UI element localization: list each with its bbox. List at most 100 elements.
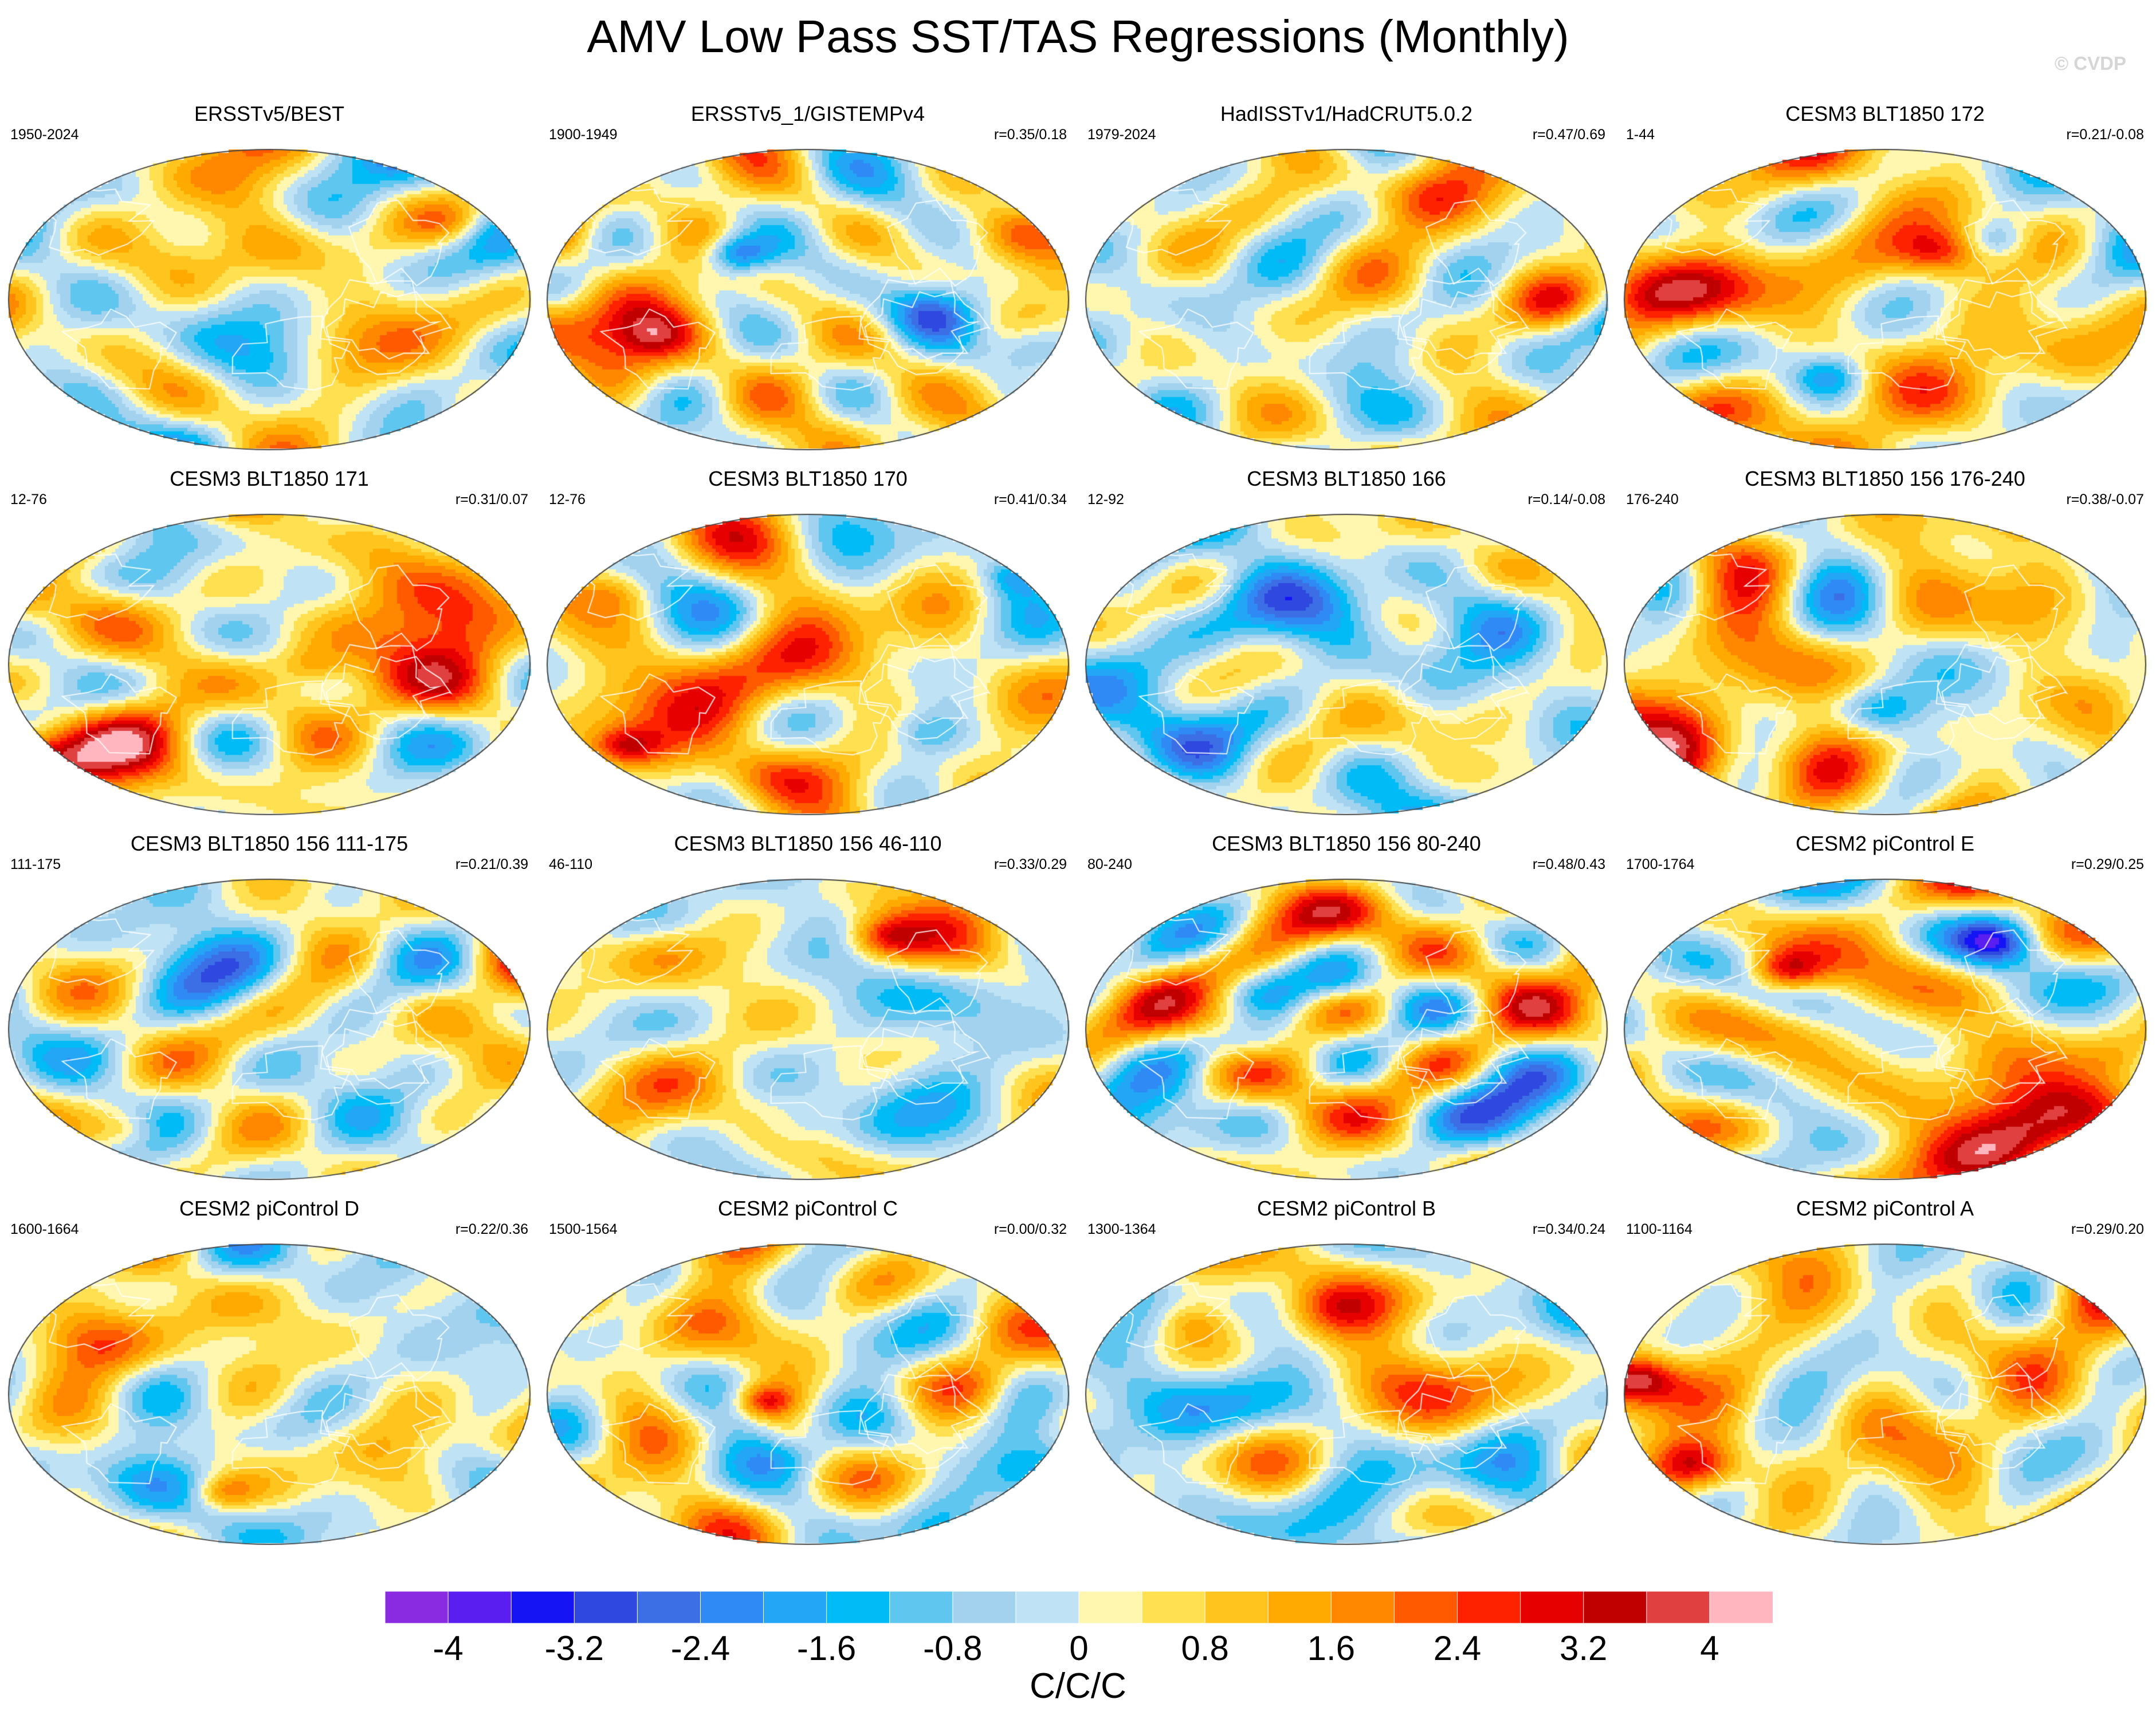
regression-map [539, 467, 1077, 832]
regression-map [0, 467, 539, 832]
colorbar-swatch [385, 1591, 449, 1623]
regression-map [1616, 832, 2154, 1197]
panel-title: CESM2 piControl C [717, 1197, 898, 1220]
panel-years: 46-110 [549, 856, 592, 872]
panel-correlation: r=0.47/0.69 [1532, 127, 1605, 143]
panel-years: 1500-1564 [549, 1221, 618, 1237]
colorbar-swatch [700, 1591, 764, 1623]
panel-title: CESM3 BLT1850 170 [708, 467, 908, 490]
panel-title: CESM3 BLT1850 171 [170, 467, 369, 490]
regression-map [1077, 102, 1616, 467]
map-panel: CESM3 BLT1850 156 46-110 46-110 r=0.33/0.2… [539, 832, 1077, 1197]
map-panel: CESM3 BLT1850 156 111-175 111-175 r=0.21/0… [0, 832, 539, 1197]
panel-years: 1100-1164 [1626, 1221, 1692, 1237]
map-panel: CESM3 BLT1850 156 80-240 80-240 r=0.48/0.4… [1077, 832, 1616, 1197]
panel-title: CESM3 BLT1850 166 [1247, 467, 1446, 490]
regression-map [0, 102, 539, 467]
panel-years: 1900-1949 [549, 127, 618, 143]
map-panel: CESM2 piControl B 1300-1364 r=0.34/0.24 [1077, 1197, 1616, 1561]
colorbar-tick-label: -0.8 [923, 1629, 983, 1667]
colorbar-swatch [1583, 1591, 1647, 1623]
panel-title: CESM3 BLT1850 172 [1785, 102, 1985, 125]
regression-map [539, 1197, 1077, 1561]
page-title: AMV Low Pass SST/TAS Regressions (Monthl… [587, 11, 1569, 62]
panel-years: 1700-1764 [1626, 856, 1695, 872]
colorbar-swatch [1015, 1591, 1080, 1623]
panel-correlation: r=0.21/0.39 [455, 856, 528, 872]
colorbar-swatch [826, 1591, 890, 1623]
colorbar-swatch [1457, 1591, 1521, 1623]
panel-correlation: r=0.14/-0.08 [1527, 491, 1605, 508]
map-panel: CESM3 BLT1850 156 176-240 176-240 r=0.38/-… [1616, 467, 2154, 832]
panel-years: 111-175 [10, 856, 61, 872]
watermark: © CVDP [2054, 53, 2126, 74]
regression-map [1077, 832, 1616, 1197]
panel-correlation: r=0.34/0.24 [1532, 1221, 1605, 1237]
panel-title: CESM3 BLT1850 156 80-240 [1212, 832, 1481, 855]
panel-title: CESM2 piControl E [1795, 832, 1975, 855]
panel-years: 1979-2024 [1087, 127, 1156, 143]
colorbar-tick-label: 3.2 [1559, 1629, 1608, 1667]
colorbar-tick-label: -4 [433, 1629, 464, 1667]
panel-years: 1-44 [1626, 127, 1655, 143]
panel-title: CESM2 piControl B [1256, 1197, 1436, 1220]
panel-correlation: r=0.21/-0.08 [2066, 127, 2144, 143]
map-panel: HadISSTv1/HadCRUT5.0.2 1979-2024 r=0.47/0.… [1077, 102, 1616, 467]
colorbar-swatch [1078, 1591, 1143, 1623]
map-panel: ERSSTv5_1/GISTEMPv4 1900-1949 r=0.35/0.18 [539, 102, 1077, 467]
panel-correlation: r=0.29/0.20 [2071, 1221, 2144, 1237]
map-panel: CESM3 BLT1850 170 12-76 r=0.41/0.34 [539, 467, 1077, 832]
regression-map [1616, 467, 2154, 832]
panel-title: HadISSTv1/HadCRUT5.0.2 [1220, 102, 1473, 125]
panel-years: 12-76 [549, 491, 586, 508]
colorbar-tick-label: 0.8 [1181, 1629, 1229, 1667]
panel-years: 1600-1664 [10, 1221, 79, 1237]
panel-years: 1950-2024 [10, 127, 79, 143]
panel-title: CESM3 BLT1850 156 176-240 [1745, 467, 2025, 490]
panel-years: 12-76 [10, 491, 47, 508]
regression-map [1077, 1197, 1616, 1561]
map-panel: CESM3 BLT1850 166 12-92 r=0.14/-0.08 [1077, 467, 1616, 832]
map-panel: CESM2 piControl D 1600-1664 r=0.22/0.36 [0, 1197, 539, 1561]
colorbar-swatch [637, 1591, 701, 1623]
colorbar-swatch [1646, 1591, 1710, 1623]
colorbar-swatch [889, 1591, 953, 1623]
colorbar-swatch [574, 1591, 638, 1623]
panel-years: 1300-1364 [1087, 1221, 1156, 1237]
map-panel: CESM2 piControl E 1700-1764 r=0.29/0.25 [1616, 832, 2154, 1197]
colorbar-swatch [1709, 1591, 1773, 1623]
colorbar-swatch [447, 1591, 512, 1623]
map-panel: CESM3 BLT1850 171 12-76 r=0.31/0.07 [0, 467, 539, 832]
regression-map [1616, 102, 2154, 467]
panel-correlation: r=0.48/0.43 [1532, 856, 1605, 872]
colorbar-swatch [1393, 1591, 1458, 1623]
panel-years: 80-240 [1087, 856, 1132, 872]
panel-correlation: r=0.00/0.32 [993, 1221, 1067, 1237]
colorbar-tick-label: -2.4 [670, 1629, 731, 1667]
regression-map [0, 832, 539, 1197]
panel-title: ERSSTv5/BEST [194, 102, 345, 125]
panel-years: 176-240 [1626, 491, 1679, 508]
colorbar-tick-label: 4 [1700, 1629, 1719, 1667]
panel-title: CESM3 BLT1850 156 111-175 [130, 832, 409, 855]
map-panel: CESM2 piControl A 1100-1164 r=0.29/0.20 [1616, 1197, 2154, 1561]
map-panel: ERSSTv5/BEST 1950-2024 [0, 102, 539, 467]
panel-title: ERSSTv5_1/GISTEMPv4 [690, 102, 925, 125]
regression-map [1077, 467, 1616, 832]
colorbar-units: C/C/C [1030, 1666, 1126, 1706]
colorbar [385, 1591, 1773, 1623]
panel-title: CESM2 piControl A [1796, 1197, 1974, 1220]
map-panel: CESM2 piControl C 1500-1564 r=0.00/0.32 [539, 1197, 1077, 1561]
colorbar-tick-label: -3.2 [544, 1629, 604, 1667]
colorbar-swatch [510, 1591, 575, 1623]
panel-correlation: r=0.33/0.29 [993, 856, 1067, 872]
colorbar-swatch [763, 1591, 827, 1623]
colorbar-tick-label: -1.6 [796, 1629, 857, 1667]
colorbar-swatch [1204, 1591, 1269, 1623]
colorbar-swatch [1267, 1591, 1332, 1623]
panel-correlation: r=0.35/0.18 [993, 127, 1067, 143]
panel-title: CESM2 piControl D [179, 1197, 360, 1220]
panel-correlation: r=0.22/0.36 [455, 1221, 528, 1237]
regression-map [539, 832, 1077, 1197]
colorbar-swatch [952, 1591, 1016, 1623]
